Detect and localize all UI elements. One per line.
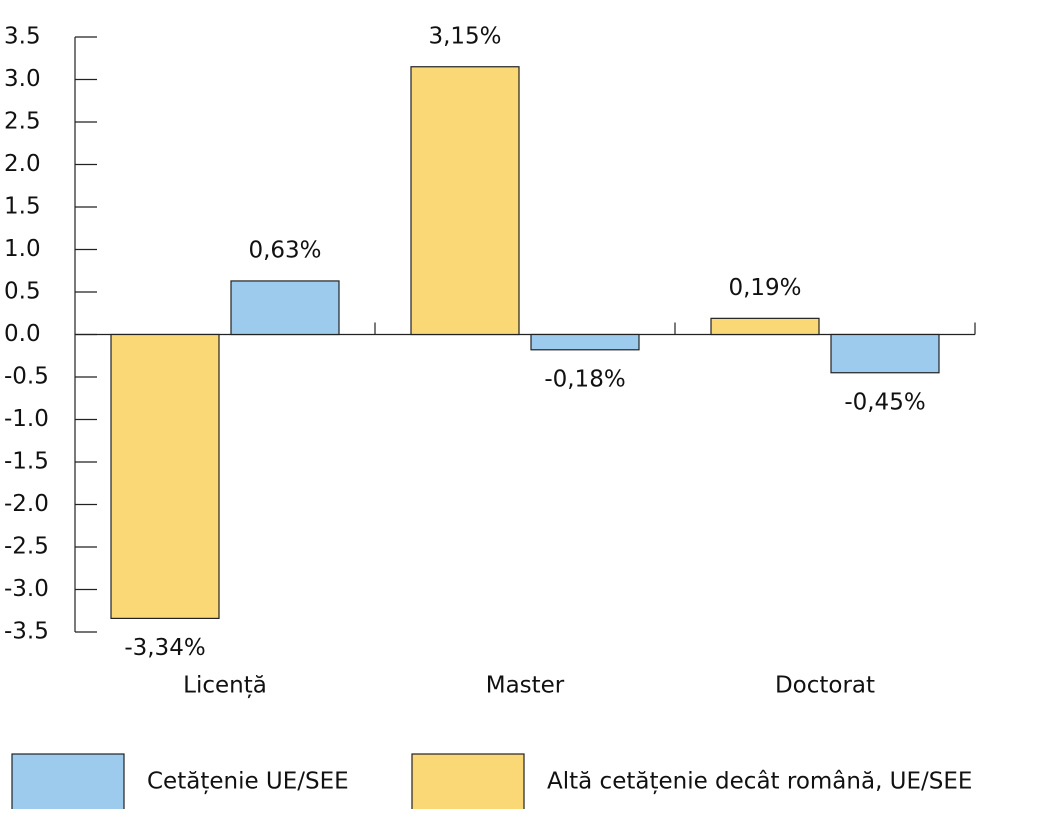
value-label: -3,34% bbox=[124, 635, 205, 661]
y-tick-label: 0.5 bbox=[4, 279, 41, 305]
y-tick-label: -2.0 bbox=[4, 491, 49, 517]
y-tick-label: -3.0 bbox=[4, 576, 49, 602]
bar bbox=[230, 280, 340, 336]
y-tick-label: 2.5 bbox=[4, 109, 41, 135]
legend-swatch bbox=[411, 753, 525, 811]
value-label: 0,19% bbox=[728, 275, 801, 301]
y-tick-label: 0.0 bbox=[4, 321, 41, 347]
value-label: 0,63% bbox=[248, 237, 321, 263]
bar bbox=[710, 317, 820, 336]
bar bbox=[110, 333, 220, 619]
legend-label: Altă cetățenie decât română, UE/SEE bbox=[547, 769, 972, 795]
value-label: -0,45% bbox=[844, 389, 925, 415]
y-tick-label: 1.0 bbox=[4, 236, 41, 262]
bar bbox=[530, 333, 640, 351]
y-tick-label: -1.0 bbox=[4, 406, 49, 432]
legend-label: Cetățenie UE/SEE bbox=[147, 769, 349, 795]
y-tick-label: -2.5 bbox=[4, 534, 49, 560]
value-label: -0,18% bbox=[544, 366, 625, 392]
y-tick-label: 2.0 bbox=[4, 151, 41, 177]
x-tick-label: Licență bbox=[183, 673, 267, 699]
y-tick-label: 1.5 bbox=[4, 194, 41, 220]
value-label: 3,15% bbox=[428, 23, 501, 49]
bar bbox=[830, 333, 940, 374]
bar bbox=[410, 66, 520, 336]
y-tick-label: 3.0 bbox=[4, 66, 41, 92]
x-tick-label: Master bbox=[486, 673, 565, 699]
y-tick-label: -0.5 bbox=[4, 364, 49, 390]
y-tick-label: -1.5 bbox=[4, 449, 49, 475]
x-tick-label: Doctorat bbox=[775, 673, 875, 699]
y-tick-label: -3.5 bbox=[4, 619, 49, 645]
legend-swatch bbox=[11, 753, 125, 811]
y-tick-label: 3.5 bbox=[4, 24, 41, 50]
